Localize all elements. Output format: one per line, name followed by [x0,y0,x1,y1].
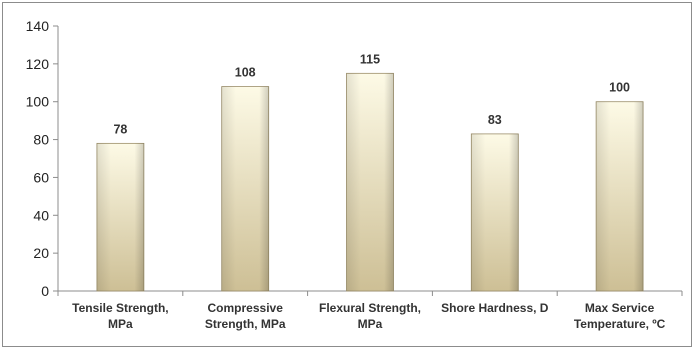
data-label: 115 [360,52,380,66]
x-category-label: Strength, MPa [205,317,286,331]
bar-shading [221,86,269,291]
x-category-label: Compressive [208,301,284,315]
x-category-label: MPa [358,317,383,331]
x-axis [57,290,683,296]
bars [96,72,644,292]
y-tick-label: 120 [26,56,50,72]
x-category-label: MPa [108,317,133,331]
y-tick-label: 60 [33,169,49,185]
bar-shading [471,133,519,291]
x-category-label: Shore Hardness, D [441,301,549,315]
y-tick-label: 0 [41,283,49,299]
data-labels: 78 108 115 83 100 [113,52,630,136]
x-category-label: Tensile Strength, [72,301,168,315]
bar-shading [96,143,144,291]
data-label: 83 [488,113,502,127]
y-tick-label: 40 [33,207,49,223]
y-tick-label: 100 [26,94,50,110]
y-tick-label: 140 [26,18,50,34]
x-category-label: Flexural Strength, [319,301,421,315]
bar-shading [596,101,644,291]
y-axis: 0 20 40 60 80 100 120 140 [26,18,59,299]
category-labels: Tensile Strength, MPa Compressive Strength,… [72,301,666,331]
bar-shading [346,73,394,291]
data-label: 108 [235,66,256,80]
y-tick-label: 20 [33,245,49,261]
x-category-label: Max Service [585,301,655,315]
x-category-label: Temperature, ºC [574,317,666,331]
data-label: 100 [609,81,630,95]
y-tick-label: 80 [33,132,49,148]
data-label: 78 [113,122,127,136]
